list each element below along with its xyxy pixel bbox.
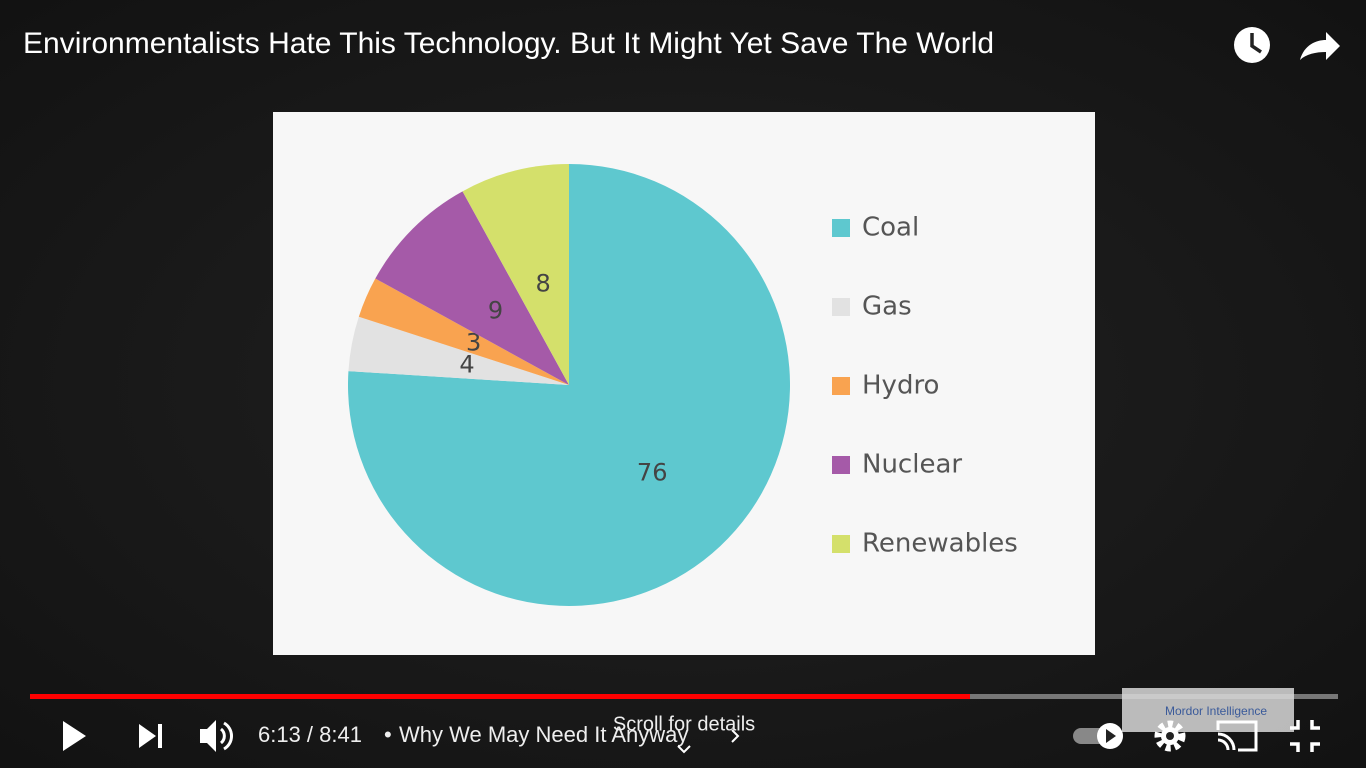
pie-chart: 76 439 8 bbox=[348, 164, 790, 606]
value-label: 76 bbox=[637, 459, 668, 487]
legend-label: Gas bbox=[862, 292, 912, 322]
pie-slice bbox=[348, 316, 569, 385]
legend-label: Coal bbox=[862, 213, 919, 243]
time-display: 6:13 / 8:41 bbox=[258, 722, 362, 747]
value-label: 9 bbox=[488, 297, 503, 325]
video-title[interactable]: Environmentalists Hate This Technology. … bbox=[23, 27, 994, 60]
legend-label: Hydro bbox=[862, 371, 939, 401]
cast-button[interactable] bbox=[1216, 720, 1258, 752]
separator: • bbox=[384, 722, 392, 747]
scroll-chevron bbox=[677, 745, 691, 754]
legend-swatch bbox=[832, 298, 850, 316]
legend-swatch bbox=[832, 535, 850, 553]
watermark: Mordor Intelligence bbox=[1165, 704, 1267, 718]
legend-label: Nuclear bbox=[862, 450, 962, 480]
watermark-box bbox=[1122, 688, 1294, 732]
legend-swatch bbox=[832, 377, 850, 395]
exit-fullscreen-button[interactable] bbox=[1290, 720, 1320, 752]
scroll-hint[interactable]: Scroll for details bbox=[613, 713, 755, 735]
legend: Coal Gas Hydro Nuclear Renewables bbox=[832, 213, 1018, 559]
chapter-title[interactable]: Why We May Need It Anyway bbox=[399, 722, 688, 747]
legend-label: Renewables bbox=[862, 529, 1018, 559]
pie-slice bbox=[375, 191, 569, 385]
autoplay-toggle[interactable] bbox=[1073, 723, 1123, 749]
share-button[interactable] bbox=[1300, 32, 1340, 60]
play-button[interactable] bbox=[63, 721, 86, 751]
value-label: 8 bbox=[536, 269, 551, 297]
volume-button[interactable] bbox=[200, 720, 234, 752]
value-label: 3 bbox=[466, 329, 481, 357]
watch-later-button[interactable] bbox=[1234, 27, 1270, 63]
legend-swatch bbox=[832, 456, 850, 474]
settings-button[interactable] bbox=[1154, 720, 1186, 752]
pie-slice bbox=[462, 164, 569, 385]
progress-bar[interactable] bbox=[30, 694, 1338, 699]
value-label: 4 bbox=[459, 351, 474, 379]
chapter-chevron bbox=[731, 729, 740, 743]
next-button[interactable] bbox=[139, 724, 162, 748]
pie-slice bbox=[358, 278, 569, 385]
legend-swatch bbox=[832, 219, 850, 237]
